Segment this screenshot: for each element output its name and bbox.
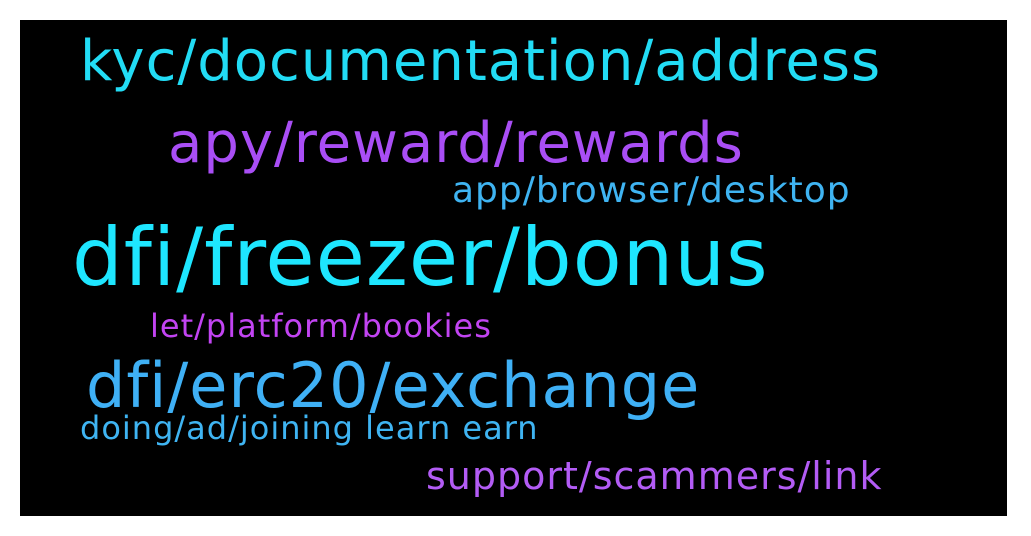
word: dfi/freezer/bonus <box>72 211 769 304</box>
word: support/scammers/link <box>426 454 883 498</box>
word: app/browser/desktop <box>452 170 851 211</box>
word: dfi/erc20/exchange <box>86 349 701 422</box>
word: apy/reward/rewards <box>168 111 744 176</box>
word: doing/ad/joining learn earn <box>80 409 539 447</box>
word: kyc/documentation/address <box>80 29 882 94</box>
word: let/platform/bookies <box>150 307 492 345</box>
word-cloud: kyc/documentation/address apy/reward/rew… <box>20 20 1007 516</box>
